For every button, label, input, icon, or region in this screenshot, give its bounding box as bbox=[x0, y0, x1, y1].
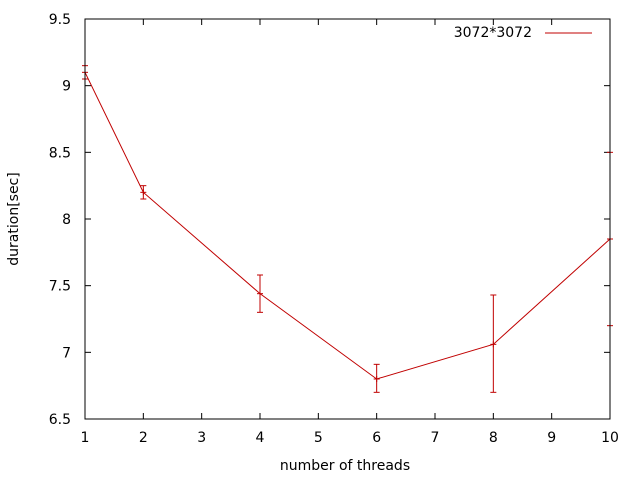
x-tick-label: 5 bbox=[314, 430, 323, 446]
x-tick-label: 4 bbox=[256, 430, 265, 446]
data-point bbox=[257, 274, 263, 313]
series-line bbox=[84, 72, 611, 380]
x-tick-label: 10 bbox=[601, 430, 619, 446]
y-tick-label: 9.5 bbox=[49, 12, 71, 28]
data-point bbox=[373, 363, 380, 393]
y-tick-label: 8 bbox=[62, 212, 71, 228]
y-tick-label: 8.5 bbox=[49, 145, 71, 161]
x-tick-label: 2 bbox=[139, 430, 148, 446]
x-tick-labels: 1 2 3 4 5 6 7 8 9 10 bbox=[81, 430, 619, 446]
y-tick-label: 7 bbox=[62, 345, 71, 361]
x-tick-label: 8 bbox=[489, 430, 498, 446]
data-point bbox=[490, 294, 497, 393]
x-tick-label: 7 bbox=[431, 430, 440, 446]
x-tick-label: 3 bbox=[197, 430, 206, 446]
plot-frame bbox=[84, 18, 611, 420]
x-tick-label: 9 bbox=[547, 430, 556, 446]
y-tick-label: 6.5 bbox=[49, 412, 71, 428]
tick-marks bbox=[84, 18, 611, 420]
series-layer bbox=[82, 65, 613, 393]
x-axis-label: number of threads bbox=[280, 458, 410, 474]
legend: 3072*3072 bbox=[454, 25, 592, 41]
y-tick-label: 7.5 bbox=[49, 279, 71, 295]
y-tick-label: 9 bbox=[62, 79, 71, 95]
y-axis-label: duration[sec] bbox=[6, 172, 22, 265]
legend-label: 3072*3072 bbox=[454, 25, 532, 41]
y-tick-labels: 6.5 7 7.5 8 8.5 9 9.5 bbox=[49, 12, 71, 428]
data-point bbox=[140, 185, 147, 200]
x-tick-label: 6 bbox=[372, 430, 381, 446]
x-tick-label: 1 bbox=[81, 430, 90, 446]
